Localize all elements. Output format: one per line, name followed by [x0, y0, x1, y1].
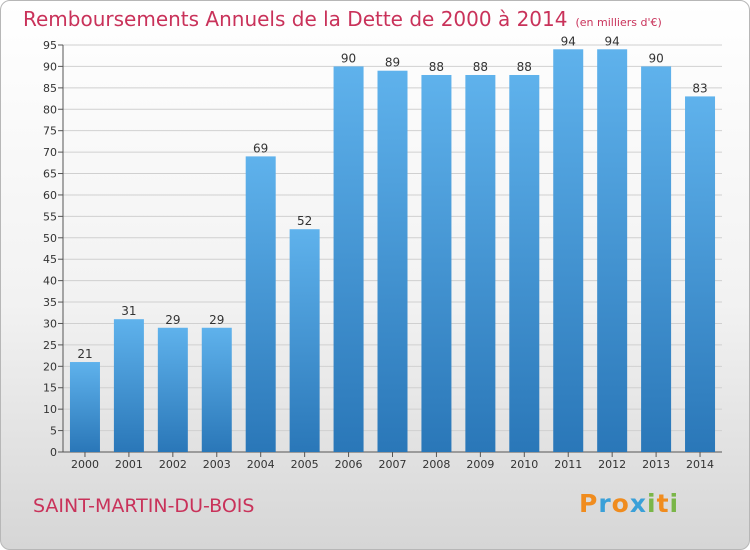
y-tick-label: 45 [43, 253, 57, 266]
chart-subtitle: (en milliers d'€) [575, 16, 662, 29]
x-tick-label: 2012 [598, 458, 626, 471]
data-label: 89 [385, 56, 400, 70]
bar [597, 49, 628, 452]
logo-letter: i [647, 489, 657, 518]
y-tick-label: 95 [43, 39, 57, 52]
x-tick-label: 2005 [291, 458, 319, 471]
y-tick-label: 0 [50, 446, 57, 459]
logo-letter: t [656, 489, 670, 518]
bars [69, 49, 716, 453]
bar [685, 96, 716, 453]
y-tick-label: 80 [43, 103, 57, 116]
y-tick-label: 70 [43, 146, 57, 159]
data-label: 29 [165, 313, 180, 327]
y-tick-label: 65 [43, 168, 57, 181]
bar [201, 327, 232, 452]
commune-name: SAINT-MARTIN-DU-BOIS [33, 495, 255, 517]
bar [333, 66, 364, 452]
y-tick-label: 40 [43, 275, 57, 288]
x-tick-label: 2011 [554, 458, 582, 471]
data-label: 90 [341, 51, 356, 65]
chart-title: Remboursements Annuels de la Dette de 20… [23, 7, 662, 31]
data-label: 29 [209, 313, 224, 327]
bar [509, 74, 540, 452]
x-tick-label: 2009 [466, 458, 494, 471]
x-tick-label: 2001 [115, 458, 143, 471]
y-tick-label: 25 [43, 339, 57, 352]
logo-letter: o [611, 489, 630, 518]
data-label: 90 [648, 51, 663, 65]
y-tick-label: 35 [43, 296, 57, 309]
y-tick-label: 55 [43, 210, 57, 223]
y-tick-label: 5 [50, 425, 57, 438]
bar [113, 319, 144, 452]
logo-letter: i [669, 489, 680, 518]
y-tick-label: 50 [43, 232, 57, 245]
data-label: 52 [297, 214, 312, 228]
y-tick-label: 85 [43, 82, 57, 95]
data-labels: 21 31 29 29 69 52 90 89 88 88 88 94 94 90 83 [77, 34, 707, 361]
logo-letter: r [598, 489, 612, 518]
bar [465, 74, 496, 452]
x-tick-label: 2010 [510, 458, 538, 471]
y-tick-label: 20 [43, 360, 57, 373]
data-label: 88 [473, 60, 488, 74]
x-tick-label: 2006 [335, 458, 363, 471]
y-tick-label: 30 [43, 317, 57, 330]
x-tick-label: 2004 [247, 458, 275, 471]
bar [289, 229, 320, 452]
x-tick-label: 2008 [422, 458, 450, 471]
y-tick-label: 75 [43, 125, 57, 138]
x-tick-labels: 2000 2001 2002 2003 2004 2005 2006 2007 2008 2009… [71, 458, 714, 471]
data-label: 21 [77, 347, 92, 361]
data-label: 83 [692, 81, 707, 95]
y-tick-labels: 0 5 10 15 20 25 30 35 40 45 50 55 60 65 70 75 80 85 90 95 [43, 39, 57, 459]
data-label: 88 [517, 60, 532, 74]
x-tick-label: 2007 [379, 458, 407, 471]
data-label: 69 [253, 141, 268, 155]
data-label: 31 [121, 304, 136, 318]
x-tick-label: 2000 [71, 458, 99, 471]
x-tick-label: 2014 [686, 458, 714, 471]
logo-letter: x [629, 489, 647, 518]
bar [553, 49, 584, 452]
bar [245, 156, 276, 453]
y-tick-label: 10 [43, 403, 57, 416]
x-tick-label: 2013 [642, 458, 670, 471]
x-tick-label: 2003 [203, 458, 231, 471]
x-tick-label: 2002 [159, 458, 187, 471]
bar [641, 66, 672, 452]
chart-title-text: Remboursements Annuels de la Dette de 20… [23, 7, 568, 31]
y-tick-label: 60 [43, 189, 57, 202]
logo-letter: P [579, 489, 599, 518]
bar [157, 327, 188, 452]
proxiti-logo: Proxiti [579, 489, 679, 518]
data-label: 94 [605, 34, 620, 48]
bar [421, 74, 452, 452]
data-label: 88 [429, 60, 444, 74]
y-tick-label: 90 [43, 60, 57, 73]
bar [69, 362, 100, 452]
bar [377, 70, 408, 452]
y-tick-label: 15 [43, 382, 57, 395]
data-label: 94 [561, 34, 576, 48]
